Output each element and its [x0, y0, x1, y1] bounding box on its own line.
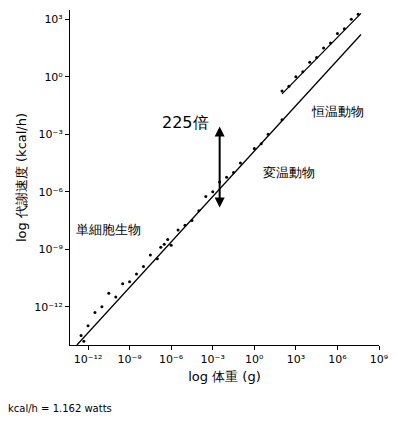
svg-text:10⁻¹²: 10⁻¹² [74, 353, 103, 366]
svg-text:10⁻¹²: 10⁻¹² [34, 301, 63, 314]
svg-text:10³: 10³ [44, 13, 62, 26]
svg-text:10⁶: 10⁶ [328, 353, 347, 366]
svg-text:恒温動物: 恒温動物 [311, 104, 364, 119]
svg-text:10⁻⁹: 10⁻⁹ [117, 353, 141, 366]
svg-text:10⁻³: 10⁻³ [39, 128, 63, 141]
svg-text:10⁻⁹: 10⁻⁹ [39, 243, 63, 256]
svg-text:変温動物: 変温動物 [263, 165, 315, 180]
svg-text:10⁰: 10⁰ [44, 71, 63, 84]
svg-text:log 体重 (g): log 体重 (g) [188, 369, 260, 384]
svg-text:10⁰: 10⁰ [245, 353, 264, 366]
svg-text:10⁻³: 10⁻³ [201, 353, 225, 366]
svg-text:225倍: 225倍 [162, 113, 209, 132]
svg-text:log 代謝速度 (kcal/h): log 代謝速度 (kcal/h) [14, 113, 29, 242]
svg-text:10⁻⁶: 10⁻⁶ [39, 186, 64, 199]
svg-text:kcal/h = 1.162 watts: kcal/h = 1.162 watts [8, 403, 112, 414]
svg-text:単細胞生物: 単細胞生物 [76, 222, 141, 237]
svg-text:10³: 10³ [287, 353, 305, 366]
svg-text:10⁻⁶: 10⁻⁶ [159, 353, 184, 366]
svg-text:10⁹: 10⁹ [370, 353, 388, 366]
